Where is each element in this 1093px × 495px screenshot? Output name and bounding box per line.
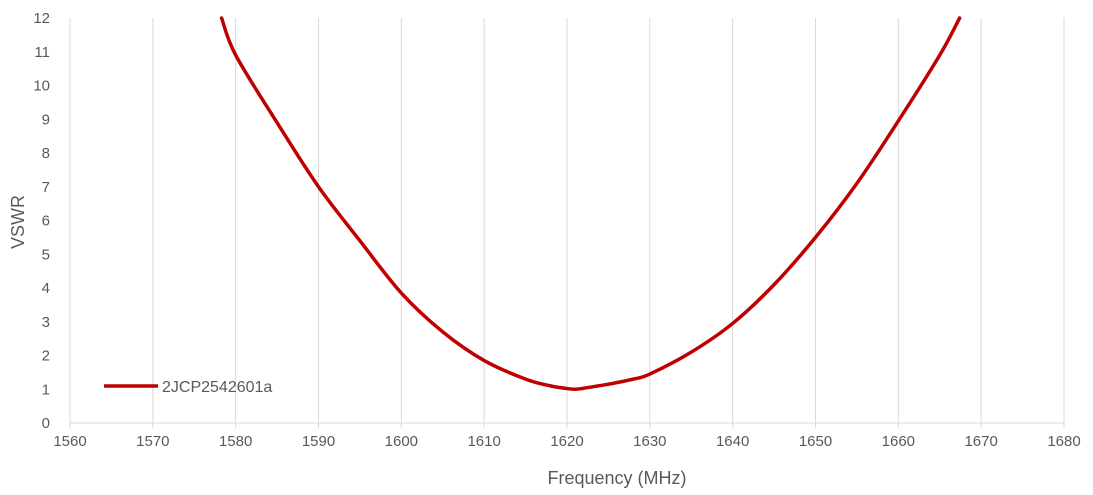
x-tick-label: 1670 xyxy=(964,433,997,450)
y-tick-label: 5 xyxy=(42,246,50,263)
x-tick-labels: 1560 1570 1580 1590 1600 1610 1620 1630 1640 1650… xyxy=(53,433,1080,450)
x-tick-label: 1610 xyxy=(467,433,500,450)
x-tick-label: 1620 xyxy=(550,433,583,450)
series-line-2JCP2542601a xyxy=(219,16,962,392)
y-tick-label: 9 xyxy=(42,111,50,128)
y-tick-label: 11 xyxy=(34,44,50,61)
y-tick-label: 7 xyxy=(42,179,50,196)
x-tick-label: 1640 xyxy=(716,433,749,450)
x-tick-label: 1570 xyxy=(136,433,169,450)
x-tick-label: 1590 xyxy=(302,433,335,450)
y-tick-label: 2 xyxy=(42,348,50,365)
x-axis-title: Frequency (MHz) xyxy=(547,468,686,488)
x-tick-label: 1680 xyxy=(1047,433,1080,450)
y-axis-title: VSWR xyxy=(8,195,28,249)
x-tick-label: 1630 xyxy=(633,433,666,450)
x-tick-label: 1660 xyxy=(882,433,915,450)
axes xyxy=(69,422,1065,428)
y-tick-label: 6 xyxy=(42,213,50,230)
y-tick-label: 8 xyxy=(42,145,50,162)
y-tick-label: 3 xyxy=(42,314,50,331)
grid-lines xyxy=(69,18,1065,423)
legend: 2JCP2542601a xyxy=(104,379,272,396)
x-tick-label: 1650 xyxy=(799,433,832,450)
y-tick-label: 0 xyxy=(42,415,50,432)
y-tick-label: 1 xyxy=(42,381,50,398)
x-tick-label: 1580 xyxy=(219,433,252,450)
y-tick-label: 4 xyxy=(42,280,50,297)
y-tick-label: 10 xyxy=(33,78,50,95)
x-tick-label: 1600 xyxy=(385,433,418,450)
x-tick-label: 1560 xyxy=(53,433,86,450)
y-tick-label: 12 xyxy=(33,10,50,27)
legend-label: 2JCP2542601a xyxy=(162,379,272,396)
series-group xyxy=(219,16,962,392)
